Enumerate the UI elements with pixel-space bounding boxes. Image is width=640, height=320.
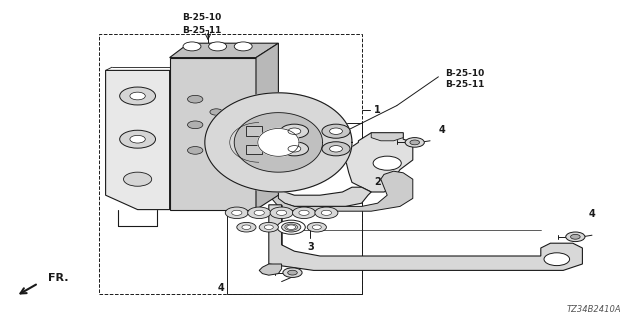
Text: B-25-10: B-25-10 (182, 13, 221, 22)
Circle shape (232, 210, 242, 215)
Text: B-25-11: B-25-11 (182, 26, 222, 35)
Circle shape (292, 207, 316, 219)
Text: 3: 3 (307, 242, 314, 252)
Text: 4: 4 (218, 283, 224, 293)
Text: FR.: FR. (48, 273, 68, 283)
Circle shape (321, 210, 332, 215)
Circle shape (254, 210, 264, 215)
Circle shape (264, 225, 273, 229)
Circle shape (288, 128, 301, 134)
Polygon shape (106, 70, 170, 210)
Text: 2: 2 (374, 177, 381, 188)
Circle shape (270, 207, 293, 219)
Polygon shape (346, 133, 413, 192)
Circle shape (315, 207, 338, 219)
Circle shape (209, 42, 227, 51)
Circle shape (188, 121, 203, 129)
Circle shape (330, 146, 342, 152)
Circle shape (277, 220, 305, 234)
Circle shape (322, 124, 350, 138)
Circle shape (571, 234, 580, 239)
Circle shape (234, 42, 252, 51)
Circle shape (248, 207, 271, 219)
Circle shape (373, 156, 401, 170)
Polygon shape (246, 126, 262, 136)
Circle shape (210, 134, 223, 141)
Circle shape (285, 224, 298, 230)
Polygon shape (259, 264, 282, 275)
Circle shape (405, 138, 424, 147)
Polygon shape (256, 93, 278, 192)
Text: TZ34B2410A: TZ34B2410A (566, 305, 621, 314)
Polygon shape (170, 43, 278, 58)
Circle shape (120, 130, 156, 148)
Circle shape (410, 140, 420, 145)
Circle shape (288, 146, 301, 152)
Circle shape (130, 135, 145, 143)
Circle shape (322, 142, 350, 156)
Polygon shape (205, 93, 352, 192)
Polygon shape (234, 113, 323, 172)
Bar (99, 34, 362, 294)
Circle shape (283, 268, 302, 277)
Polygon shape (246, 145, 262, 154)
Circle shape (299, 210, 309, 215)
Polygon shape (170, 58, 256, 210)
Polygon shape (269, 182, 371, 206)
Circle shape (124, 172, 152, 186)
Text: B-25-10: B-25-10 (445, 69, 484, 78)
Circle shape (330, 128, 342, 134)
Circle shape (566, 232, 585, 242)
Circle shape (183, 42, 201, 51)
Circle shape (280, 124, 308, 138)
Circle shape (210, 109, 223, 115)
Circle shape (242, 225, 251, 229)
Polygon shape (258, 129, 299, 156)
Circle shape (307, 222, 326, 232)
Circle shape (225, 207, 248, 219)
Circle shape (544, 253, 570, 266)
Circle shape (188, 147, 203, 154)
Circle shape (287, 225, 296, 229)
Circle shape (288, 270, 298, 275)
Text: B-25-11: B-25-11 (445, 80, 484, 89)
Circle shape (282, 222, 301, 232)
Polygon shape (269, 171, 413, 211)
Circle shape (237, 222, 256, 232)
Circle shape (188, 95, 203, 103)
Circle shape (276, 210, 287, 215)
Circle shape (280, 142, 308, 156)
Circle shape (312, 225, 321, 229)
Circle shape (130, 92, 145, 100)
Circle shape (259, 222, 278, 232)
Text: 4: 4 (589, 209, 596, 220)
Circle shape (120, 87, 156, 105)
Polygon shape (371, 133, 403, 141)
Bar (227, 123, 362, 294)
Polygon shape (269, 205, 582, 270)
Text: 1: 1 (374, 105, 381, 116)
Text: 4: 4 (438, 124, 445, 135)
Polygon shape (256, 43, 278, 210)
